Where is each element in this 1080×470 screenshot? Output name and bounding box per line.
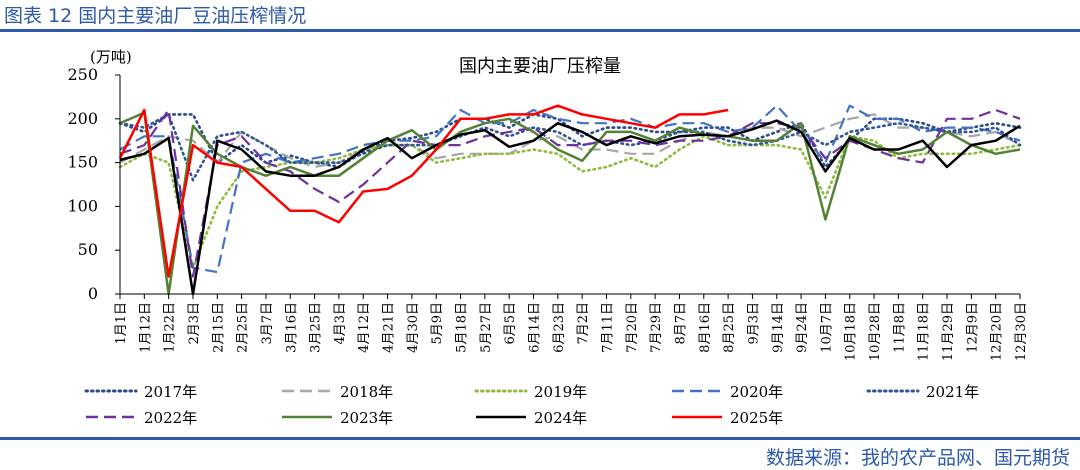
- x-tick-label: 8月25日: [722, 302, 737, 353]
- x-tick-label: 6月14日: [528, 302, 543, 353]
- legend-label-2022年: 2022年: [144, 409, 197, 427]
- x-tick-label: 10月18日: [844, 302, 859, 361]
- legend-label-2025年: 2025年: [730, 409, 783, 427]
- x-tick-label: 2月15日: [211, 302, 226, 353]
- x-tick-label: 2月3日: [187, 302, 202, 345]
- x-tick-label: 4月21日: [382, 302, 397, 353]
- x-tick-label: 4月30日: [406, 302, 421, 353]
- line-chart: 国内主要油厂压榨量 (万吨) 0 50 100 150 200 250 1月1日 1月12日 1…: [67, 48, 1029, 427]
- y-axis-unit: (万吨): [90, 48, 132, 66]
- y-tick-label: 200: [67, 109, 98, 128]
- y-tick-label: 150: [67, 153, 98, 172]
- chart-title: 国内主要油厂压榨量: [459, 56, 621, 77]
- x-tick-label: 6月5日: [503, 302, 518, 345]
- legend-label-2017年: 2017年: [144, 383, 197, 401]
- series-line-2017年: [118, 113, 1022, 169]
- series-line-2019年: [118, 135, 1022, 269]
- legend-label-2019年: 2019年: [534, 383, 587, 401]
- legend-label-2023年: 2023年: [340, 409, 393, 427]
- x-tick-label: 11月29日: [941, 302, 956, 361]
- x-tick-label: 7月20日: [625, 302, 640, 353]
- source-note: 数据来源：我的农产品网、国元期货: [765, 447, 1070, 469]
- x-tick-label: 11月8日: [892, 302, 907, 353]
- y-tick-label: 100: [67, 196, 98, 215]
- x-tick-label: 6月23日: [552, 302, 567, 353]
- x-tick-label: 3月7日: [260, 302, 275, 345]
- legend-label-2020年: 2020年: [730, 383, 783, 401]
- x-tick-label: 10月28日: [868, 302, 883, 361]
- x-tick-label: 7月11日: [600, 302, 615, 353]
- x-tick-label: 12月9日: [965, 302, 980, 353]
- y-tick-label: 250: [67, 65, 98, 84]
- figure-title: 图表 12 国内主要油厂豆油压榨情况: [4, 5, 307, 27]
- series-line-2021年: [118, 113, 1022, 182]
- x-tick-label: 1月22日: [163, 302, 178, 353]
- x-tick-label: 9月24日: [795, 302, 810, 353]
- x-tick-label: 7月2日: [576, 302, 591, 345]
- y-tick-label: 0: [88, 284, 98, 303]
- x-tick-label: 4月3日: [333, 302, 348, 345]
- x-tick-label: 9月14日: [771, 302, 786, 353]
- series-line-2020年: [119, 104, 1021, 274]
- x-tick-label: 3月25日: [309, 302, 324, 353]
- x-tick-label: 2月25日: [236, 302, 251, 353]
- x-tick-label: 5月27日: [479, 302, 494, 353]
- legend-label-2018年: 2018年: [340, 383, 393, 401]
- x-tick-label: 5月9日: [430, 302, 445, 345]
- x-tick-label: 9月3日: [746, 302, 761, 345]
- x-tick-label: 12月20日: [990, 302, 1005, 361]
- x-tick-label: 8月16日: [698, 302, 713, 353]
- x-tick-label: 5月18日: [455, 302, 470, 353]
- legend-label-2021年: 2021年: [926, 383, 979, 401]
- series-line-2022年: [119, 108, 1021, 278]
- y-tick-label: 50: [78, 240, 98, 259]
- x-tick-label: 4月12日: [357, 302, 372, 353]
- x-tick-label: 1月1日: [114, 302, 129, 345]
- legend-label-2024年: 2024年: [534, 409, 587, 427]
- x-tick-label: 1月12日: [138, 302, 153, 353]
- x-tick-label: 8月7日: [673, 302, 688, 345]
- bottom-rule: [0, 437, 1080, 440]
- series-line-2018年: [119, 113, 1021, 169]
- series-line-2024年: [119, 119, 1021, 296]
- x-tick-label: 10月7日: [819, 302, 834, 353]
- x-tick-label: 7月29日: [649, 302, 664, 353]
- series-line-2023年: [119, 111, 1021, 296]
- x-tick-label: 11月18日: [917, 302, 932, 361]
- series-line-2025年: [118, 104, 729, 278]
- x-tick-label: 12月30日: [1014, 302, 1029, 361]
- x-tick-label: 3月16日: [284, 302, 299, 353]
- top-rule: [0, 29, 1080, 32]
